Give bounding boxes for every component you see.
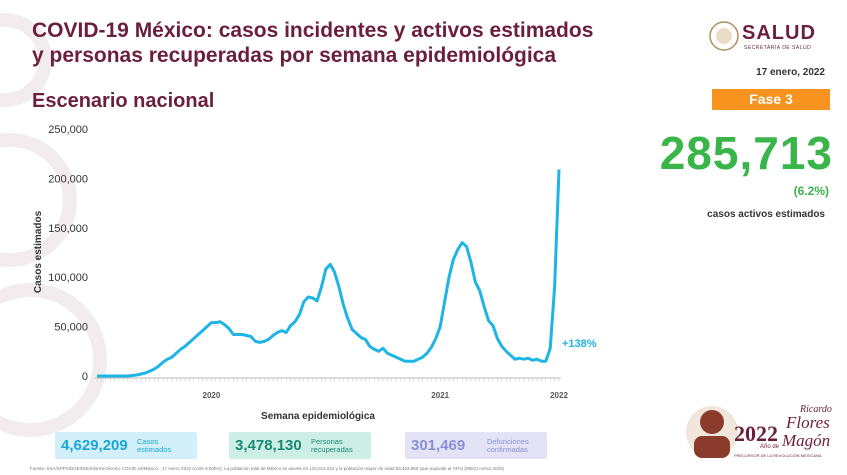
stat-label: Defunciones confirmadas xyxy=(487,436,529,454)
emblem-text: Flores xyxy=(786,413,830,432)
active-percent: (6.2%) xyxy=(793,184,829,198)
y-tick-label: 0 xyxy=(82,371,88,383)
stat-box: 301,469 Defunciones confirmadas xyxy=(405,432,547,459)
x-tick-label: 2020 xyxy=(203,391,221,400)
stat-label: Personas recuperadas xyxy=(311,436,353,454)
stat-value: 301,469 xyxy=(411,437,466,454)
emblem-year: 2022 xyxy=(734,421,778,446)
background-pattern xyxy=(0,13,107,437)
phase-badge: Fase 3 xyxy=(712,89,830,110)
stat-value: 4,629,209 xyxy=(61,437,128,454)
stat-label: Casos estimados xyxy=(137,436,172,454)
x-tick-label: 2021 xyxy=(431,391,449,400)
subtitle: Escenario nacional xyxy=(32,90,215,112)
active-label: casos activos estimados xyxy=(707,209,825,220)
stat-value: 3,478,130 xyxy=(235,437,302,454)
emblem-text: PRECURSOR DE LA REVOLUCIÓN MEXICANA xyxy=(734,453,822,458)
title-line: y personas recuperadas por semana epidem… xyxy=(32,44,557,67)
title-line: COVID-19 México: casos incidentes y acti… xyxy=(32,19,594,42)
y-tick-label: 250,000 xyxy=(48,124,88,136)
salud-emblem xyxy=(709,21,739,51)
emblem-text: Ricardo xyxy=(800,404,832,415)
stat-box: 4,629,209 Casos estimados xyxy=(55,432,197,459)
active-cases: 285,713 xyxy=(659,127,833,179)
y-axis-label: Casos estimados xyxy=(33,210,44,293)
source-note: Fuente: SSA/SPPS/DGE/DIE/Informe técnico… xyxy=(30,466,505,471)
y-tick-label: 200,000 xyxy=(48,173,88,185)
emblem-text: Magón xyxy=(782,431,831,450)
x-tick-label: 2022 xyxy=(550,391,568,400)
logo-sub: SECRETARÍA DE SALUD xyxy=(744,45,812,51)
x-axis-label: Semana epidemiológica xyxy=(261,411,375,422)
title: COVID-19 México: casos incidentes y acti… xyxy=(32,18,593,68)
data-line xyxy=(97,169,561,378)
stat-box: 3,478,130 Personas recuperadas xyxy=(229,432,371,459)
emblem-text: Año de xyxy=(760,444,780,450)
logo: SALUD xyxy=(742,22,816,44)
magon-emblem xyxy=(686,406,738,458)
y-tick-label: 100,000 xyxy=(48,272,88,284)
y-tick-label: 50,000 xyxy=(54,322,88,334)
y-tick-label: 150,000 xyxy=(48,223,88,235)
date: 17 enero, 2022 xyxy=(756,67,825,78)
annotation: +138% xyxy=(562,338,597,350)
